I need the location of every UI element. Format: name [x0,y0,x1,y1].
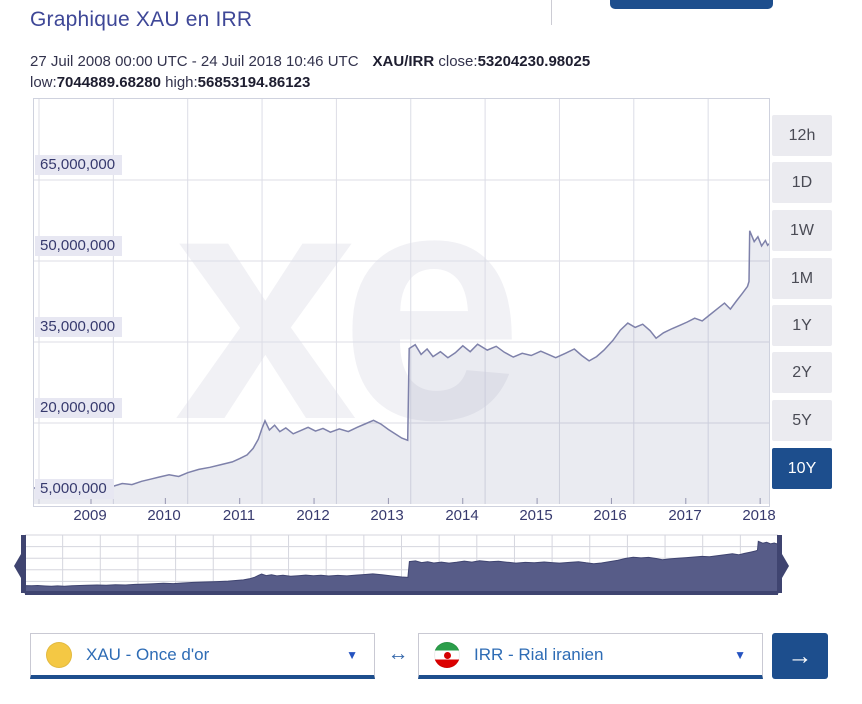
low-value: 7044889.68280 [56,74,161,91]
navigator-svg [14,534,789,595]
swap-currencies-icon[interactable]: ↔ [387,642,409,665]
range-button-1d[interactable]: 1D [772,162,832,203]
range-button-1m[interactable]: 1M [772,258,832,299]
high-value: 56853194.86123 [197,74,311,91]
chart-period-line: 27 Juil 2008 00:00 UTC - 24 Juil 2018 10… [30,53,590,70]
y-axis-label: 20,000,000 [35,398,123,418]
x-axis-label: 2012 [296,507,330,524]
y-axis-label: 50,000,000 [35,236,123,256]
price-chart-area[interactable]: xe 65,000,000 50,000,000 35,000,000 20,0… [33,98,770,507]
top-partial-button[interactable] [610,0,773,9]
range-button-10y[interactable]: 10Y [772,448,832,489]
from-currency-select[interactable]: XAU - Once d'or ▼ [30,633,375,679]
chart-navigator[interactable] [14,533,789,597]
y-axis-label: 5,000,000 [35,479,114,499]
top-divider [551,0,552,25]
high-label: high: [165,74,198,91]
submit-arrow-button[interactable]: → [772,633,828,679]
x-axis-label: 2018 [742,507,776,524]
range-button-2y[interactable]: 2Y [772,352,832,393]
chevron-down-icon: ▼ [734,647,746,662]
from-currency-label: XAU - Once d'or [86,644,210,664]
to-currency-label: IRR - Rial iranien [474,644,604,664]
pair-label: XAU/IRR [372,53,435,70]
x-axis-label: 2011 [222,507,256,524]
range-button-5y[interactable]: 5Y [772,400,832,441]
low-label: low: [30,74,57,91]
x-axis-label: 2013 [370,507,404,524]
range-button-12h[interactable]: 12h [772,115,832,156]
x-axis-label: 2010 [147,507,181,524]
close-value: 53204230.98025 [477,53,591,70]
range-button-1w[interactable]: 1W [772,210,832,251]
close-label: close: [438,53,478,70]
period-text: 27 Juil 2008 00:00 UTC - 24 Juil 2018 10… [30,53,359,70]
x-axis-label: 2016 [593,507,627,524]
gold-coin-icon [46,641,72,668]
page-title: Graphique XAU en IRR [30,8,253,31]
chevron-down-icon: ▼ [346,647,358,662]
x-axis-label: 2015 [519,507,553,524]
x-axis-label: 2009 [73,507,107,524]
range-button-1y[interactable]: 1Y [772,305,832,346]
xe-watermark: xe [174,119,523,488]
x-axis-label: 2017 [668,507,702,524]
y-axis-label: 35,000,000 [35,317,123,337]
price-chart-svg [34,99,769,505]
iran-flag-icon [434,641,460,668]
chart-lowhigh-line: low:7044889.68280 high:56853194.86123 [30,74,310,91]
y-axis-label: 65,000,000 [35,155,123,175]
to-currency-select[interactable]: IRR - Rial iranien ▼ [418,633,763,679]
x-axis-label: 2014 [445,507,479,524]
